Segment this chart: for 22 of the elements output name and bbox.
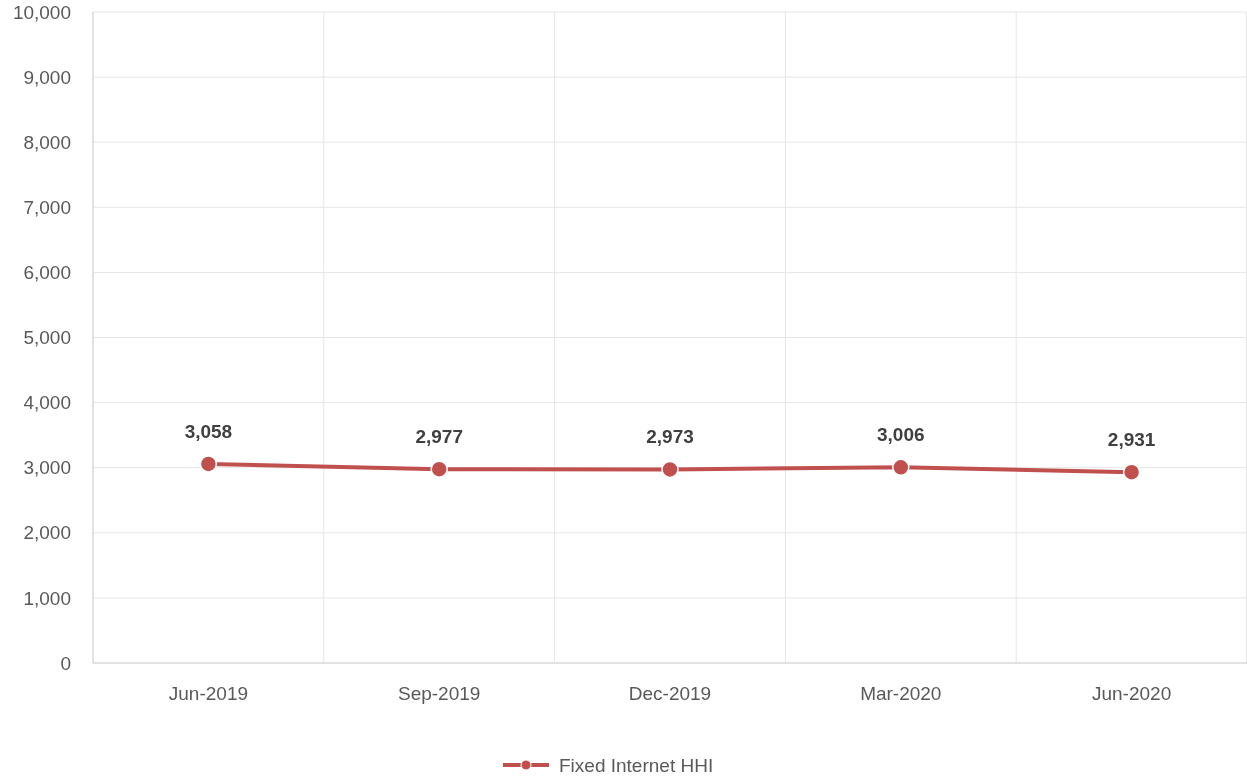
y-tick-label: 2,000 xyxy=(23,522,71,544)
x-tick-label: Mar-2020 xyxy=(860,683,942,704)
y-tick-label: 7,000 xyxy=(23,196,71,218)
text: 2,931 xyxy=(1107,429,1156,451)
x-tick-label: Jun-2020 xyxy=(1091,683,1172,704)
y-tick-label: 1,000 xyxy=(23,587,71,609)
y-tick-label: 3,000 xyxy=(23,457,71,479)
text: 3,006 xyxy=(877,424,925,446)
y-tick-label: 5,000 xyxy=(23,327,71,349)
x-tick-label: Jun-2019 xyxy=(168,683,249,704)
legend-label: Fixed Internet HHI xyxy=(559,754,714,776)
text: 3,058 xyxy=(184,420,233,442)
y-tick-label: 8,000 xyxy=(23,131,71,153)
y-tick-label: 0 xyxy=(60,652,71,674)
y-tick-label: 4,000 xyxy=(23,392,71,414)
x-tick-label: Dec-2019 xyxy=(628,683,712,704)
y-tick-label: 10,000 xyxy=(12,1,71,23)
y-tick-label: 6,000 xyxy=(23,262,71,284)
text: 2,973 xyxy=(646,426,694,448)
text: 2,977 xyxy=(415,426,463,448)
x-tick-label: Sep-2019 xyxy=(398,683,481,704)
y-tick-label: 9,000 xyxy=(23,66,71,88)
